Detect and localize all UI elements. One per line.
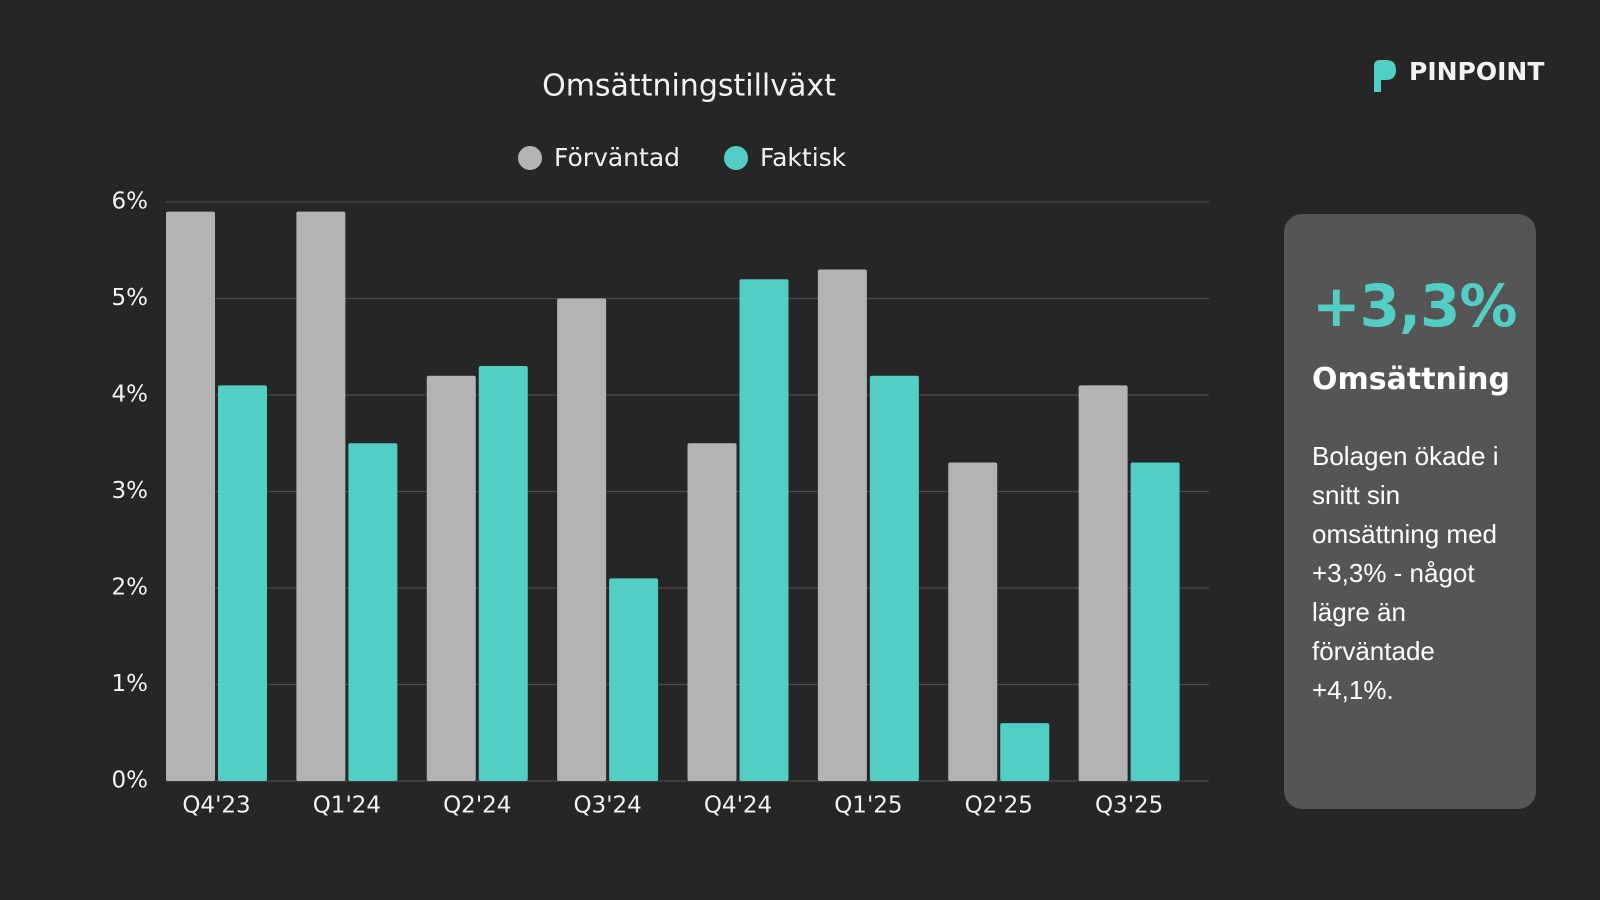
bar — [948, 462, 998, 781]
x-tick-label: Q1'25 — [834, 793, 902, 819]
legend-label: Faktisk — [760, 143, 847, 172]
x-tick-label: Q2'24 — [443, 793, 511, 819]
card-headline: +3,3% — [1312, 272, 1517, 340]
y-tick-label: 1% — [112, 671, 149, 697]
legend-marker — [518, 146, 542, 170]
y-tick-label: 3% — [112, 478, 149, 504]
bar — [739, 279, 789, 781]
bar — [609, 578, 659, 781]
bar — [1000, 723, 1050, 781]
summary-card: +3,3% Omsättning Bolagen ökade i snitt s… — [1284, 214, 1536, 809]
y-tick-label: 0% — [112, 768, 149, 794]
y-tick-label: 6% — [112, 189, 149, 215]
bar — [687, 443, 737, 781]
bar — [817, 269, 867, 781]
logo-icon — [1374, 60, 1396, 92]
bar — [1078, 385, 1128, 781]
logo-text: PINPOINT — [1409, 57, 1544, 86]
logo: PINPOINT — [1374, 57, 1544, 92]
bar — [218, 385, 267, 781]
x-tick-label: Q3'24 — [573, 793, 641, 819]
bar — [426, 375, 476, 781]
y-tick-label: 2% — [112, 575, 149, 601]
x-tick-label: Q1'24 — [313, 793, 381, 819]
y-tick-label: 5% — [112, 285, 149, 311]
x-tick-label: Q4'23 — [182, 793, 250, 819]
x-tick-label: Q2'25 — [965, 793, 1033, 819]
x-tick-label: Q4'24 — [704, 793, 772, 819]
bar — [478, 366, 528, 781]
legend-label: Förväntad — [554, 143, 680, 172]
chart-title: Omsättningstillväxt — [542, 69, 836, 104]
bar — [869, 375, 919, 781]
card-title: Omsättning — [1312, 362, 1511, 397]
legend-marker — [724, 146, 749, 170]
y-tick-label: 4% — [112, 382, 149, 408]
x-tick-label: Q3'25 — [1095, 793, 1163, 819]
bar — [557, 298, 607, 781]
card-text: Bolagen ökade i snitt sin omsättning med… — [1312, 441, 1499, 705]
bar — [166, 211, 215, 781]
bar — [296, 211, 346, 781]
bar — [348, 443, 398, 781]
bar — [1130, 462, 1180, 781]
